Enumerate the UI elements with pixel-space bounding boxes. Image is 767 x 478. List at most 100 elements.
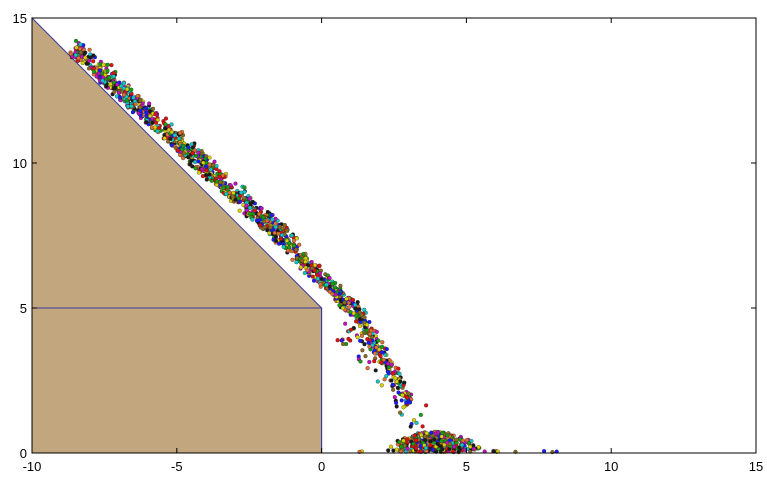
particle-point-820 <box>282 222 287 228</box>
particle-point-760 <box>248 211 253 216</box>
particle-point-881 <box>201 160 206 165</box>
particle-point-1264 <box>402 380 407 385</box>
particle-point-849 <box>218 180 223 185</box>
particle-point-1353 <box>339 338 344 343</box>
particle-point-730 <box>74 45 79 50</box>
particle-point-874 <box>91 69 97 74</box>
particle-point-1310 <box>405 395 410 400</box>
y-tick-label: 0 <box>20 446 27 461</box>
particle-point-843 <box>217 174 222 179</box>
particle-point-868 <box>244 208 249 213</box>
x-tick-label: 5 <box>463 459 470 474</box>
particle-point-821 <box>289 233 294 238</box>
particle-point-553 <box>233 181 238 186</box>
particle-point-1665 <box>413 438 419 443</box>
particle-point-878 <box>217 169 222 174</box>
particle-point-1238 <box>362 315 367 320</box>
particle-point-824 <box>278 236 283 241</box>
particle-point-732 <box>121 81 126 86</box>
particle-point-663 <box>273 234 279 239</box>
particle-point-1299 <box>395 385 400 390</box>
particle-point-761 <box>272 230 277 235</box>
particle-point-772 <box>117 95 122 100</box>
particle-point-670 <box>78 42 83 47</box>
particle-point-808 <box>239 190 244 195</box>
particle-point-1373 <box>348 327 353 332</box>
particle-point-872 <box>163 122 168 127</box>
particle-point-1301 <box>389 362 394 367</box>
particle-point-1195 <box>357 323 363 329</box>
particle-point-897 <box>73 53 78 58</box>
particle-point-884 <box>181 143 186 148</box>
particle-point-639 <box>91 59 96 64</box>
particle-point-1340 <box>382 377 387 382</box>
particle-point-640 <box>250 199 255 205</box>
particle-point-402 <box>294 236 299 241</box>
particle-point-774 <box>231 190 236 195</box>
particle-point-969 <box>310 274 315 279</box>
particle-point-1379 <box>398 410 403 415</box>
particle-point-869 <box>168 136 173 141</box>
particle-point-1711 <box>464 438 469 443</box>
particle-point-888 <box>196 159 201 164</box>
particle-point-644 <box>169 122 174 127</box>
particle-point-1275 <box>384 347 389 352</box>
particle-point-842 <box>261 215 266 220</box>
particle-point-653 <box>193 153 198 158</box>
particle-point-1311 <box>374 329 379 334</box>
particle-point-890 <box>192 148 197 153</box>
axes-frame <box>31 17 757 454</box>
particle-point-757 <box>230 194 235 199</box>
particle-point-1149 <box>301 251 306 257</box>
particle-point-1730 <box>454 437 459 442</box>
particle-point-767 <box>214 179 219 184</box>
particle-point-1140 <box>337 303 342 308</box>
particle-point-833 <box>204 177 209 182</box>
particle-point-1360 <box>360 348 365 353</box>
particle-point-1325 <box>362 342 367 347</box>
particle-point-895 <box>166 139 171 144</box>
particle-point-1159 <box>303 256 308 261</box>
particle-point-745 <box>106 75 112 80</box>
particle-point-1732 <box>423 434 428 439</box>
particle-point-896 <box>115 82 120 87</box>
particle-point-1366 <box>351 325 356 331</box>
particle-point-877 <box>212 159 217 164</box>
particle-point-696 <box>153 125 158 130</box>
particle-point-886 <box>105 68 110 73</box>
particle-point-1747 <box>442 442 447 447</box>
particle-point-541 <box>73 38 79 43</box>
particle-point-940 <box>311 278 317 283</box>
particle-point-1368 <box>378 354 383 359</box>
particle-point-796 <box>242 196 247 201</box>
particle-point-1356 <box>393 376 398 381</box>
particle-point-758 <box>169 130 174 135</box>
particle-point-602 <box>258 223 263 228</box>
particle-point-668 <box>262 224 267 229</box>
particle-point-1660 <box>430 447 435 452</box>
particle-point-741 <box>252 208 257 213</box>
particle-point-795 <box>82 50 88 55</box>
particle-point-864 <box>129 87 134 92</box>
particle-point-812 <box>144 110 149 115</box>
particle-point-1230 <box>380 340 385 345</box>
particle-point-584 <box>273 225 278 230</box>
particle-point-876 <box>111 70 116 76</box>
particle-point-787 <box>244 203 249 208</box>
particle-point-865 <box>129 104 134 109</box>
particle-point-1071 <box>293 247 299 252</box>
particle-point-1224 <box>357 317 362 322</box>
particle-point-1364 <box>379 383 384 388</box>
particle-point-1277 <box>389 378 394 383</box>
particle-point-1124 <box>353 306 358 311</box>
particle-point-1601 <box>424 431 429 436</box>
particle-point-1746 <box>471 446 476 451</box>
particle-point-814 <box>224 191 229 197</box>
particle-point-1158 <box>319 276 324 282</box>
particle-point-725 <box>193 166 198 171</box>
particle-point-819 <box>104 84 109 89</box>
particle-point-972 <box>338 283 343 288</box>
particle-point-1150 <box>318 271 323 276</box>
particle-point-793 <box>178 152 183 158</box>
particle-point-823 <box>78 50 83 55</box>
